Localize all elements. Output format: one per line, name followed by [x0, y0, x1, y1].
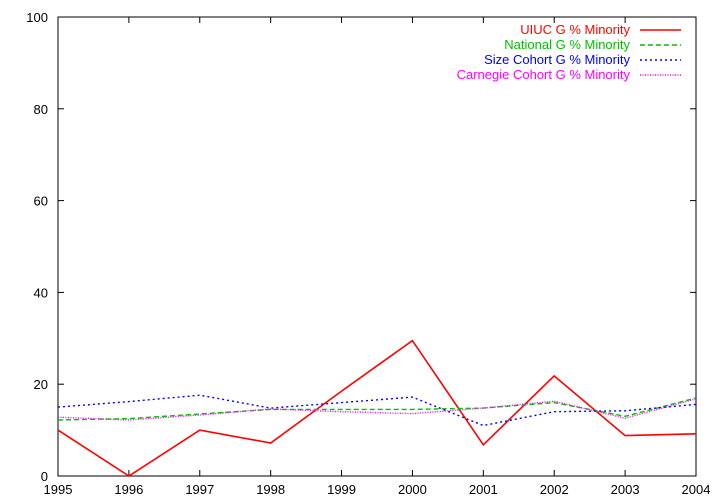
- y-axis: 0 20 40 60 80 100: [26, 10, 696, 484]
- legend-label: Carnegie Cohort G % Minority: [457, 67, 631, 82]
- x-tick-label: 1996: [114, 482, 143, 497]
- series-line-0: [57, 339, 697, 477]
- y-tick-label: 60: [34, 194, 48, 209]
- x-tick-label: 2002: [540, 482, 569, 497]
- y-tick-label: 100: [26, 10, 48, 25]
- legend-label: UIUC G % Minority: [520, 22, 630, 37]
- x-tick-label: 2004: [682, 482, 711, 497]
- series-line-2: [57, 394, 697, 427]
- x-tick-label: 1995: [44, 482, 73, 497]
- y-tick-label: 20: [34, 377, 48, 392]
- series-lines: [57, 339, 697, 477]
- y-tick-label: 80: [34, 102, 48, 117]
- legend-label: Size Cohort G % Minority: [484, 52, 630, 67]
- x-axis: 1995 1996 1997 1998 1999 2000 2001 2002 2003 2004: [44, 17, 711, 497]
- series-line-3: [57, 398, 697, 421]
- x-tick-label: 1998: [256, 482, 285, 497]
- x-tick-label: 1997: [185, 482, 214, 497]
- x-tick-label: 1999: [327, 482, 356, 497]
- series-line-1: [57, 397, 697, 421]
- x-tick-label: 2001: [469, 482, 498, 497]
- legend-label: National G % Minority: [504, 37, 630, 52]
- plot-frame: [57, 16, 697, 477]
- x-tick-label: 2000: [398, 482, 427, 497]
- x-tick-label: 2003: [611, 482, 640, 497]
- y-tick-label: 40: [34, 285, 48, 300]
- y-tick-label: 0: [41, 469, 48, 484]
